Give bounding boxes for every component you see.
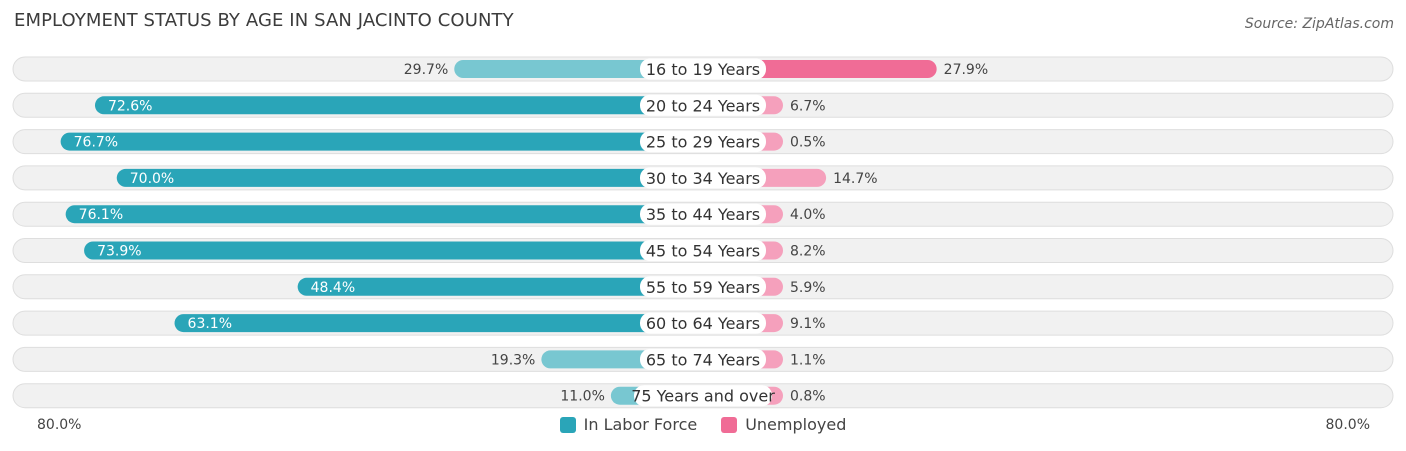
category-label-25-to-29-years: 25 to 29 Years [646, 133, 760, 152]
labor-bar-16-to-19-years[interactable] [454, 60, 703, 78]
legend-swatch-unemployed [721, 416, 738, 433]
labor-value-30-to-34-years: 70.0% [130, 171, 174, 187]
labor-bar-60-to-64-years[interactable] [174, 314, 704, 333]
labor-bar-30-to-34-years[interactable] [116, 168, 703, 187]
unemployed-value-16-to-19-years: 27.9% [944, 62, 988, 78]
unemployed-value-25-to-29-years: 0.5% [790, 135, 826, 151]
labor-value-35-to-44-years: 76.1% [79, 207, 123, 223]
unemployed-value-30-to-34-years: 14.7% [833, 171, 877, 187]
axis-right-label: 80.0% [1325, 417, 1370, 433]
legend-item-unemployed[interactable]: Unemployed [721, 415, 846, 434]
labor-bar-25-to-29-years[interactable] [60, 132, 703, 151]
unemployed-value-45-to-54-years: 8.2% [790, 244, 826, 260]
category-label-65-to-74-years: 65 to 74 Years [646, 350, 760, 369]
category-label-20-to-24-years: 20 to 24 Years [646, 96, 760, 115]
category-pill-55-to-59-years [640, 276, 766, 298]
unemployed-value-20-to-24-years: 6.7% [790, 98, 826, 114]
category-label-30-to-34-years: 30 to 34 Years [646, 169, 760, 188]
labor-bar-35-to-44-years[interactable] [65, 205, 704, 224]
labor-bar-20-to-24-years[interactable] [94, 96, 704, 115]
legend: In Labor Force Unemployed [0, 415, 1406, 434]
category-label-75-years-and-over: 75 Years and over [631, 387, 775, 406]
unemployed-value-55-to-59-years: 5.9% [790, 280, 826, 296]
labor-value-20-to-24-years: 72.6% [108, 98, 152, 114]
legend-label-unemployed: Unemployed [745, 415, 847, 434]
labor-bar-55-to-59-years[interactable] [297, 277, 703, 296]
axis-left-label: 80.0% [37, 417, 82, 433]
category-label-16-to-19-years: 16 to 19 Years [646, 60, 760, 79]
category-pill-16-to-19-years [640, 58, 766, 80]
category-label-55-to-59-years: 55 to 59 Years [646, 278, 760, 297]
category-label-60-to-64-years: 60 to 64 Years [646, 314, 760, 333]
labor-value-75-years-and-over: 11.0% [560, 389, 604, 405]
unemployed-value-35-to-44-years: 4.0% [790, 207, 826, 223]
legend-item-labor[interactable]: In Labor Force [559, 415, 698, 434]
category-label-45-to-54-years: 45 to 54 Years [646, 242, 760, 261]
labor-value-55-to-59-years: 48.4% [311, 280, 355, 296]
category-pill-35-to-44-years [640, 203, 766, 225]
category-pill-65-to-74-years [640, 348, 766, 370]
unemployed-value-75-years-and-over: 0.8% [790, 389, 826, 405]
category-pill-30-to-34-years [640, 167, 766, 189]
category-pill-75-years-and-over [634, 385, 772, 407]
unemployed-value-60-to-64-years: 9.1% [790, 316, 826, 332]
chart-canvas: 29.7% 27.9% 16 to 19 Years 72.6% 6.7% 20 to 2… [12, 56, 1394, 409]
labor-value-45-to-54-years: 73.9% [97, 244, 141, 260]
legend-swatch-labor [559, 416, 576, 433]
category-label-35-to-44-years: 35 to 44 Years [646, 205, 760, 224]
unemployed-value-65-to-74-years: 1.1% [790, 352, 826, 368]
category-pill-45-to-54-years [640, 240, 766, 261]
labor-value-60-to-64-years: 63.1% [188, 316, 232, 332]
labor-value-65-to-74-years: 19.3% [491, 352, 535, 368]
labor-bar-45-to-54-years[interactable] [84, 241, 703, 260]
labor-value-16-to-19-years: 29.7% [404, 62, 448, 78]
category-pill-25-to-29-years [640, 131, 766, 153]
chart-title: EMPLOYMENT STATUS BY AGE IN SAN JACINTO … [14, 10, 514, 31]
labor-value-25-to-29-years: 76.7% [74, 135, 118, 151]
category-pill-60-to-64-years [640, 312, 766, 334]
chart-source: Source: ZipAtlas.com [1244, 16, 1394, 32]
category-pill-20-to-24-years [640, 94, 766, 116]
legend-label-labor: In Labor Force [583, 415, 698, 434]
